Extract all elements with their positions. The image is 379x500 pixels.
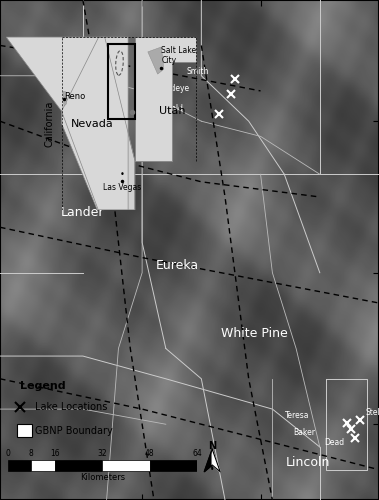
Text: White Pine: White Pine (221, 327, 288, 340)
Polygon shape (212, 449, 220, 472)
Bar (31, 460, 55, 470)
Text: 48: 48 (145, 449, 155, 458)
Text: GBNP Boundary: GBNP Boundary (35, 426, 113, 436)
Text: Lincoln: Lincoln (286, 456, 330, 468)
Bar (150, 460, 197, 470)
Text: Reno: Reno (64, 92, 85, 101)
Text: Stella: Stella (366, 408, 379, 417)
Text: Legend: Legend (20, 381, 65, 391)
Text: Smith: Smith (186, 67, 208, 76)
Text: 64: 64 (192, 449, 202, 458)
Polygon shape (63, 92, 67, 106)
Text: Dead: Dead (324, 438, 345, 448)
Text: 32: 32 (97, 449, 107, 458)
Text: Elko: Elko (138, 76, 170, 90)
Polygon shape (6, 37, 128, 210)
Bar (102, 460, 150, 470)
Polygon shape (61, 37, 135, 210)
Text: Lake Locations: Lake Locations (35, 402, 107, 412)
Text: •: • (119, 170, 124, 178)
Text: Kilometers: Kilometers (80, 474, 125, 482)
Text: Utah: Utah (159, 106, 186, 116)
Polygon shape (135, 37, 196, 160)
Text: Lander: Lander (61, 206, 105, 218)
Polygon shape (204, 449, 212, 472)
Text: 8: 8 (29, 449, 34, 458)
Text: Las Vegas: Las Vegas (103, 183, 141, 192)
Text: Salt Lake
City: Salt Lake City (161, 46, 196, 66)
Bar (55, 460, 102, 470)
Text: Birdeye: Birdeye (160, 84, 190, 93)
Polygon shape (148, 47, 164, 74)
Text: Baker: Baker (293, 428, 315, 437)
Text: Teresa: Teresa (285, 411, 309, 420)
Text: California: California (44, 100, 54, 146)
Bar (8, 460, 31, 470)
Bar (108, 44, 135, 118)
Text: Eureka: Eureka (156, 258, 199, 272)
Text: 0: 0 (5, 449, 10, 458)
Text: 16: 16 (50, 449, 60, 458)
Text: Nevada: Nevada (71, 118, 114, 128)
FancyBboxPatch shape (17, 424, 32, 437)
Text: N: N (208, 441, 216, 451)
Text: Cold: Cold (167, 104, 183, 112)
